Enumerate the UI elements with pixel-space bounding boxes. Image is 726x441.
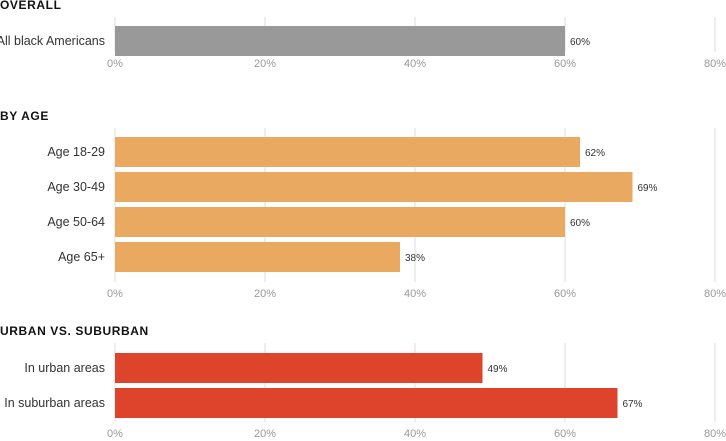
chart-by-age-tick-label-20: 20% xyxy=(254,288,276,300)
chart-urban-vs-suburban-tick-label-80: 80% xyxy=(704,428,726,440)
value-label-age-50-64: 60% xyxy=(570,218,590,229)
chart-urban-vs-suburban-tick-label-20: 20% xyxy=(254,428,276,440)
value-label-age-18-29: 62% xyxy=(585,148,605,159)
value-label-in-urban-areas: 49% xyxy=(488,364,508,375)
chart-urban-vs-suburban-tick-label-0: 0% xyxy=(107,428,123,440)
bar-in-suburban-areas xyxy=(115,388,618,418)
chart-by-age-title: BY AGE xyxy=(0,109,49,123)
category-label-age-18-29: Age 18-29 xyxy=(47,145,105,159)
chart-by-age-tick-label-80: 80% xyxy=(704,288,726,300)
category-label-all-black-americans: All black Americans xyxy=(0,34,105,48)
chart-by-age-tick-label-60: 60% xyxy=(554,288,576,300)
chart-overall-tick-label-80: 80% xyxy=(704,58,726,70)
category-label-age-65: Age 65+ xyxy=(58,250,105,264)
chart-overall-tick-label-40: 40% xyxy=(404,58,426,70)
value-label-age-65: 38% xyxy=(405,253,425,264)
category-label-age-50-64: Age 50-64 xyxy=(47,215,105,229)
chart-by-age-tick-label-40: 40% xyxy=(404,288,426,300)
value-label-age-30-49: 69% xyxy=(638,183,658,194)
chart-overall-tick-label-60: 60% xyxy=(554,58,576,70)
chart-urban-vs-suburban-tick-label-60: 60% xyxy=(554,428,576,440)
chart-urban-vs-suburban-title: URBAN VS. SUBURBAN xyxy=(0,324,149,338)
chart-overall-tick-label-0: 0% xyxy=(107,58,123,70)
category-label-in-suburban-areas: In suburban areas xyxy=(4,396,105,410)
chart-overall-tick-label-20: 20% xyxy=(254,58,276,70)
bar-all-black-americans xyxy=(115,26,565,56)
bar-in-urban-areas xyxy=(115,353,483,383)
value-label-all-black-americans: 60% xyxy=(570,37,590,48)
bar-age-18-29 xyxy=(115,137,580,167)
bar-age-30-49 xyxy=(115,172,633,202)
bar-age-50-64 xyxy=(115,207,565,237)
chart-urban-vs-suburban-tick-label-40: 40% xyxy=(404,428,426,440)
value-label-in-suburban-areas: 67% xyxy=(623,399,643,410)
category-label-in-urban-areas: In urban areas xyxy=(24,361,105,375)
chart-by-age-tick-label-0: 0% xyxy=(107,288,123,300)
bar-age-65 xyxy=(115,242,400,272)
chart-urban-vs-suburban-panel: URBAN VS. SUBURBAN In urban areas 49% In su… xyxy=(0,324,726,440)
chart-by-age-panel: BY AGE Age 18-29 62% Age 30-49 69% Age 50-64 6… xyxy=(0,109,726,300)
chart-overall-title: OVERALL xyxy=(0,0,62,12)
chart-overall-panel: OVERALL All black Americans 60% 0% 20% 40% 60%… xyxy=(0,0,726,70)
category-label-age-30-49: Age 30-49 xyxy=(47,180,105,194)
